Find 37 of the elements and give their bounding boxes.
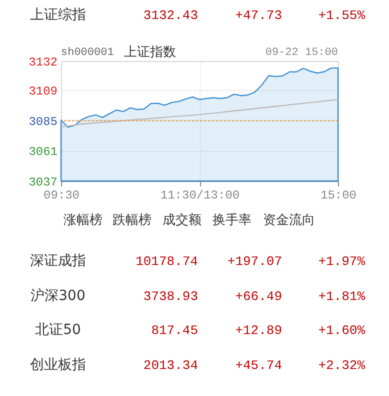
y-tick-label: 3085 <box>28 114 58 129</box>
text: 资金流向 <box>263 212 315 228</box>
text: +66.49 <box>235 289 282 304</box>
text: 北证50 <box>35 322 81 338</box>
text: +12.89 <box>235 323 282 338</box>
text: +45.74 <box>235 358 282 373</box>
text: +1.60% <box>318 323 366 338</box>
x-tick-label: 15:00 <box>320 188 357 202</box>
line-series <box>61 98 338 128</box>
text: 817.45 <box>151 323 198 338</box>
y-tick-label: 3109 <box>28 84 58 99</box>
y-tick-label: 3061 <box>28 145 58 160</box>
text: 成交额 <box>162 212 202 228</box>
text: 换手率 <box>212 212 252 228</box>
text: 深证成指 <box>30 253 86 269</box>
text: sh000001 <box>61 47 114 59</box>
text: +1.55% <box>318 8 366 23</box>
text: 沪深300 <box>30 288 86 304</box>
text: 跌幅榜 <box>112 213 152 228</box>
text: 09-22 15:00 <box>265 47 338 59</box>
text: 涨幅榜 <box>64 213 102 228</box>
x-tick-label: 11:30/13:00 <box>160 188 240 202</box>
text: +1.81% <box>318 289 366 304</box>
x-tick-label: 09:30 <box>43 188 80 202</box>
text: 创业板指 <box>30 357 86 373</box>
y-tick-label: 3037 <box>28 176 58 190</box>
text: 上证综指 <box>30 7 86 23</box>
text: +2.32% <box>318 358 366 373</box>
text: 3738.93 <box>143 289 198 304</box>
text: +1.97% <box>318 254 366 269</box>
y-tick-label: 3132 <box>28 56 58 70</box>
chart-title: 上证指数 <box>124 45 176 60</box>
text: +47.73 <box>235 8 282 23</box>
text: 3132.43 <box>143 8 198 23</box>
text: 10178.74 <box>136 254 198 269</box>
text: 2013.34 <box>143 358 198 373</box>
text: +197.07 <box>227 254 282 269</box>
